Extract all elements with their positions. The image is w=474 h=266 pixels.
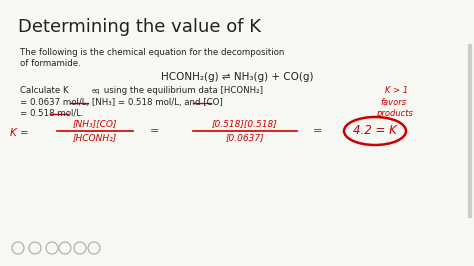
Text: K =: K = [10, 128, 29, 138]
Text: [NH₃][CO]: [NH₃][CO] [73, 119, 117, 128]
Text: =: = [313, 126, 323, 136]
Text: = 0.0637 mol/L, [NH₃] = 0.518 mol/L, and [CO]: = 0.0637 mol/L, [NH₃] = 0.518 mol/L, and… [20, 98, 223, 107]
Text: HCONH₂(g) ⇌ NH₃(g) + CO(g): HCONH₂(g) ⇌ NH₃(g) + CO(g) [161, 72, 313, 82]
Text: of formamide.: of formamide. [20, 59, 81, 68]
Text: 4.2 = K: 4.2 = K [353, 124, 397, 138]
Text: = 0.518 mol/L.: = 0.518 mol/L. [20, 109, 83, 118]
Text: products: products [376, 109, 413, 118]
Text: [0.518][0.518]: [0.518][0.518] [212, 119, 278, 128]
Text: using the equilibrium data [HCONH₂]: using the equilibrium data [HCONH₂] [101, 86, 263, 95]
Text: favors: favors [380, 98, 406, 107]
Text: Determining the value of K: Determining the value of K [18, 18, 261, 36]
Text: [0.0637]: [0.0637] [226, 134, 264, 143]
Text: Calculate K: Calculate K [20, 86, 69, 95]
Text: [HCONH₂]: [HCONH₂] [73, 134, 117, 143]
Text: K > 1: K > 1 [385, 86, 408, 95]
Text: The following is the chemical equation for the decomposition: The following is the chemical equation f… [20, 48, 284, 57]
Text: =: = [150, 126, 160, 136]
Text: eq: eq [92, 88, 100, 94]
